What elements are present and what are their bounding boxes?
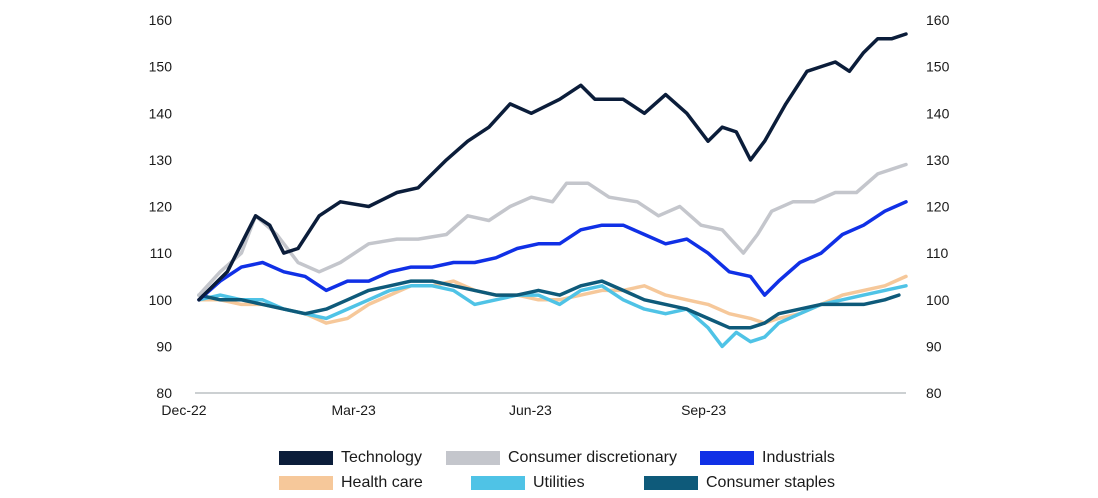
y-tick-label-right: 160 [926,12,950,28]
legend-item-health-care: Health care [279,471,423,495]
x-tick-label: Dec-22 [161,402,206,418]
legend-item-utilities: Utilities [471,471,585,495]
legend-label-technology: Technology [341,449,422,466]
series-line-consumer-staples [197,279,901,330]
y-tick-label-right: 110 [926,245,949,261]
legend-label-health-care: Health care [341,474,423,491]
series-line-technology [197,32,908,302]
legend-swatch-technology [279,451,333,465]
y-tick-label-left: 90 [156,338,172,354]
series-lines [197,32,908,349]
y-tick-label-left: 140 [149,105,173,121]
y-tick-label-right: 100 [926,292,950,308]
series-line-consumer-discretionary [197,162,908,297]
legend-swatch-consumer-discretionary [446,451,500,465]
legend-label-consumer-staples: Consumer staples [706,474,835,491]
left-y-axis: 160 150 140 130 120 110 100 90 80 [149,12,173,401]
legend-item-industrials: Industrials [700,446,835,470]
y-tick-label-right: 150 [926,59,950,75]
y-tick-label-right: 80 [926,385,942,401]
y-tick-label-right: 120 [926,199,950,215]
x-tick-label: Mar-23 [332,402,377,418]
series-line-health-care [197,274,908,325]
legend-swatch-health-care [279,476,333,490]
right-y-axis: 160 150 140 130 120 110 100 90 80 [926,12,950,401]
legend-swatch-consumer-staples [644,476,698,490]
legend-item-technology: Technology [279,446,422,470]
line-chart: 160 150 140 130 120 110 100 90 80 160 150 140 130 12… [149,12,950,418]
legend-label-consumer-discretionary: Consumer discretionary [508,449,677,466]
legend-label-industrials: Industrials [762,449,835,466]
y-tick-label-right: 140 [926,105,950,121]
y-tick-label-left: 110 [150,245,173,261]
legend-label-utilities: Utilities [533,474,585,491]
x-axis-ticks: Dec-22 Mar-23 Jun-23 Sep-23 [161,402,726,418]
y-tick-label-right: 90 [926,338,942,354]
y-tick-label-left: 150 [149,59,173,75]
legend-swatch-utilities [471,476,525,490]
legend: Technology Consumer discretionary Indust… [0,446,1098,498]
x-tick-label: Sep-23 [681,402,726,418]
legend-item-consumer-staples: Consumer staples [644,471,835,495]
legend-swatch-industrials [700,451,754,465]
y-tick-label-left: 130 [149,152,173,168]
y-tick-label-left: 80 [156,385,172,401]
y-tick-label-left: 120 [149,199,173,215]
x-tick-label: Jun-23 [509,402,552,418]
legend-item-consumer-discretionary: Consumer discretionary [446,446,677,470]
series-line-utilities [197,284,908,349]
y-tick-label-left: 100 [149,292,173,308]
y-tick-label-right: 130 [926,152,950,168]
series-line-industrials [197,200,908,302]
y-tick-label-left: 160 [149,12,173,28]
